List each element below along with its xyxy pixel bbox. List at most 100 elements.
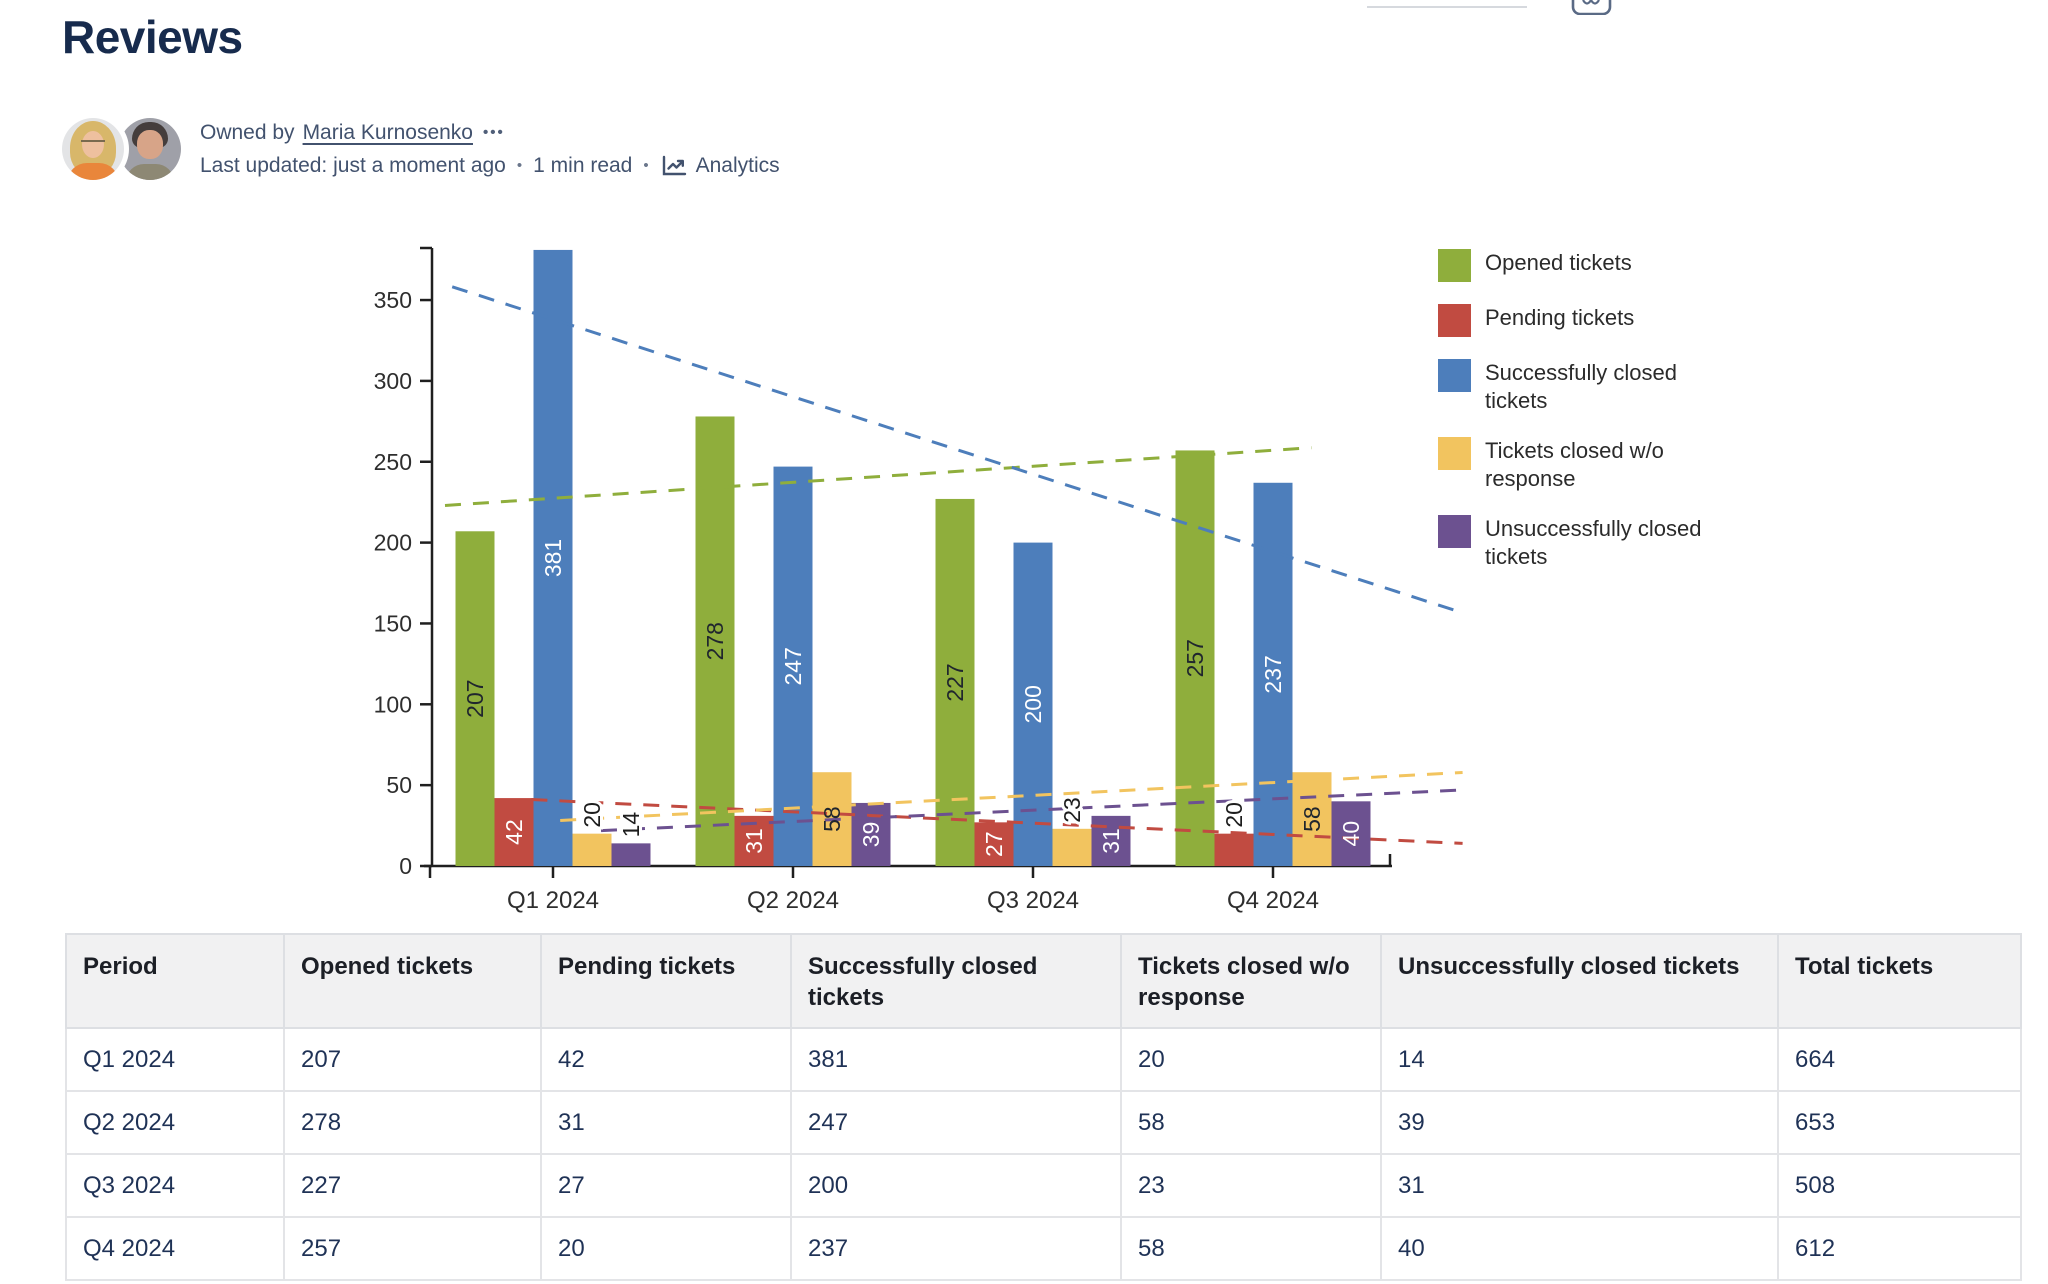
- table-cell: 612: [1777, 1216, 2022, 1281]
- y-tick-label: 100: [374, 691, 412, 717]
- bar-value-label: 23: [1059, 797, 1085, 823]
- x-category-label: Q2 2024: [747, 887, 839, 914]
- bar: [773, 466, 813, 866]
- bar: [1331, 801, 1371, 866]
- table-cell: 247: [790, 1090, 1122, 1155]
- table-cell: 27: [540, 1153, 792, 1218]
- legend-swatch: [1438, 359, 1471, 392]
- column-header: Tickets closed w/o response: [1120, 933, 1382, 1029]
- column-header: Opened tickets: [283, 933, 542, 1029]
- bar: [1052, 828, 1092, 866]
- bar: [1292, 772, 1332, 866]
- bar: [611, 843, 651, 866]
- bar-value-label: 39: [858, 822, 884, 848]
- legend-label: Tickets closed w/o response: [1485, 438, 1664, 491]
- bar-value-label: 31: [741, 828, 767, 854]
- bar: [1175, 450, 1215, 866]
- analytics-link[interactable]: Analytics: [660, 154, 780, 178]
- trendline: [560, 770, 1463, 823]
- bar-value-label: 237: [1260, 655, 1286, 693]
- bar-value-label: 247: [780, 647, 806, 685]
- bar-value-label: 31: [1098, 828, 1124, 854]
- bar: [935, 498, 975, 866]
- bar: [851, 802, 891, 866]
- separator-dot: •: [643, 157, 649, 174]
- tickets-table: Period Opened tickets Pending tickets Succe…: [65, 933, 2022, 1281]
- legend-swatch: [1438, 437, 1471, 470]
- owner-link[interactable]: Maria Kurnosenko: [302, 120, 473, 144]
- avatar-face: [137, 130, 163, 159]
- bar-value-label: 58: [819, 806, 845, 832]
- table-cell: 257: [283, 1216, 542, 1281]
- legend-label: Successfully closed tickets: [1485, 360, 1677, 413]
- separator-dot: •: [516, 157, 523, 174]
- table-cell: 200: [790, 1153, 1122, 1218]
- legend-swatch: [1438, 249, 1471, 282]
- column-header: Successfully closed tickets: [790, 933, 1122, 1029]
- archive-tray-icon[interactable]: [1570, 0, 1614, 15]
- bar: [1013, 542, 1053, 866]
- table-cell: 278: [283, 1090, 542, 1155]
- page-title: Reviews: [62, 11, 243, 63]
- table-cell: 14: [1380, 1027, 1779, 1092]
- table-row: Q3 2024 227 27 200 23 31 508: [65, 1153, 2022, 1218]
- table-cell: Q4 2024: [65, 1216, 285, 1281]
- table-row: Q2 2024 278 31 247 58 39 653: [65, 1090, 2022, 1155]
- bar: [695, 416, 735, 866]
- table-cell: Q3 2024: [65, 1153, 285, 1218]
- bar: [1214, 833, 1254, 866]
- bar: [455, 531, 495, 866]
- column-header: Unsuccessfully closed tickets: [1380, 933, 1779, 1029]
- bar-value-label: 20: [579, 802, 605, 828]
- table-cell: 20: [1120, 1027, 1382, 1092]
- column-header: Pending tickets: [540, 933, 792, 1029]
- table-cell: 207: [283, 1027, 542, 1092]
- table-cell: Q2 2024: [65, 1090, 285, 1155]
- table-cell: 42: [540, 1027, 792, 1092]
- trendline: [444, 446, 1312, 507]
- owner-avatar[interactable]: [62, 118, 124, 180]
- table-cell: 39: [1380, 1090, 1779, 1155]
- bar: [572, 833, 612, 866]
- legend-swatch: [1438, 304, 1471, 337]
- bar-value-label: 278: [702, 622, 728, 660]
- bar: [494, 798, 534, 866]
- column-header: Period: [65, 933, 285, 1029]
- analytics-label: Analytics: [695, 153, 780, 177]
- legend-label: Pending tickets: [1485, 305, 1635, 330]
- y-tick-label: 200: [374, 530, 412, 556]
- toolbar-divider: [1367, 6, 1527, 8]
- bar-value-label: 42: [501, 819, 527, 845]
- bar: [1091, 815, 1131, 866]
- bar-value-label: 40: [1338, 821, 1364, 847]
- legend-label: Unsuccessfully closed tickets: [1485, 516, 1702, 569]
- author-avatars[interactable]: [62, 116, 182, 182]
- last-updated-label: Last updated: just a moment ago: [200, 153, 506, 177]
- table-cell: 23: [1120, 1153, 1382, 1218]
- more-options-button[interactable]: •••: [482, 124, 505, 141]
- bar-value-label: 381: [540, 539, 566, 577]
- x-category-label: Q1 2024: [507, 887, 599, 914]
- bar: [974, 822, 1014, 866]
- table-row: Q4 2024 257 20 237 58 40 612: [65, 1216, 2022, 1281]
- table-cell: 653: [1777, 1090, 2022, 1155]
- y-tick-label: 250: [374, 449, 412, 475]
- table-cell: 381: [790, 1027, 1122, 1092]
- legend-item: Unsuccessfully closed tickets: [1438, 515, 1768, 571]
- table-cell: 237: [790, 1216, 1122, 1281]
- bar-value-label: 257: [1182, 639, 1208, 677]
- table-cell: 31: [1380, 1153, 1779, 1218]
- table-cell: 664: [1777, 1027, 2022, 1092]
- bar-value-label: 20: [1221, 802, 1247, 828]
- table-header-row: Period Opened tickets Pending tickets Succe…: [65, 933, 2022, 1029]
- owned-by-label: Owned by: [200, 120, 295, 144]
- table-cell: 31: [540, 1090, 792, 1155]
- legend-label: Opened tickets: [1485, 250, 1632, 275]
- y-tick-label: 0: [399, 853, 412, 879]
- coauthor-avatar[interactable]: [119, 118, 181, 180]
- x-category-label: Q4 2024: [1227, 887, 1319, 914]
- read-time-label: 1 min read: [533, 153, 633, 177]
- trendline: [451, 285, 1456, 612]
- table-row: Q1 2024 207 42 381 20 14 664: [65, 1027, 2022, 1092]
- chart-legend: Opened tickets Pending tickets Successfull…: [1438, 249, 1768, 571]
